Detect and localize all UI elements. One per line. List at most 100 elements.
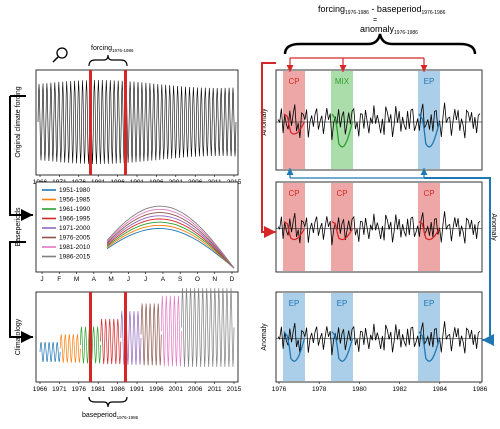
right-middle-ylabel: Anomaly — [490, 213, 497, 241]
top-brace — [283, 33, 477, 55]
legend-label: 1951-1980 — [59, 187, 90, 194]
xtick-label: A — [92, 276, 97, 283]
xtick-label: 1976 — [72, 386, 87, 393]
event-box — [331, 293, 353, 381]
legend-label: 1966-1995 — [59, 216, 90, 223]
event-box — [331, 183, 353, 271]
baseperiod-label: baseperiod1976-1986 — [82, 412, 139, 420]
forcing-series — [37, 79, 237, 165]
formula-forcing: forcing1976-1986 - baseperiod1976-1986 — [318, 4, 446, 16]
event-box — [418, 293, 440, 381]
event-box-label: EP — [289, 299, 300, 308]
left-middle-panel: 1951-1980 1956-1985 1961-1990 1966-1995 1971… — [15, 181, 239, 283]
baseperiod-curve — [106, 218, 235, 269]
baseperiod-curve — [106, 205, 235, 269]
forcing-end-bar — [124, 70, 127, 175]
climatology-segment — [100, 318, 122, 365]
xtick-label: 1980 — [352, 386, 367, 393]
xtick-label: F — [57, 276, 61, 283]
formula-anomaly: anomaly1976-1986 — [360, 24, 418, 36]
left-middle-ylabel: Baseperiods — [15, 207, 22, 246]
right-panels: CP MIX EP CP CP CP EP EP EP — [275, 69, 483, 383]
xtick-label: J — [127, 276, 130, 283]
xtick-label: 1986 — [473, 386, 488, 393]
magnifier-icon — [56, 47, 68, 59]
event-box — [331, 71, 353, 169]
event-box-label: EP — [424, 77, 435, 86]
climatology-segment — [160, 295, 182, 367]
event-series — [331, 331, 354, 363]
climatology-segment — [181, 288, 235, 367]
event-series — [283, 221, 305, 241]
baseperiod-curve — [106, 228, 235, 269]
xtick-label: 2015 — [227, 386, 242, 393]
event-series — [418, 331, 441, 363]
legend-label: 1971-2000 — [59, 225, 90, 232]
event-box-label: MIX — [335, 77, 350, 86]
xtick-label: 1984 — [433, 386, 448, 393]
event-box — [418, 183, 440, 271]
xtick-label: 1986 — [110, 386, 125, 393]
xtick-label: 1978 — [312, 386, 327, 393]
forcing-to-baseperiod-arrow — [9, 96, 33, 221]
xtick-label: O — [195, 276, 200, 283]
event-box-label: EP — [337, 299, 348, 308]
legend-label: 1961-1990 — [59, 206, 90, 213]
right-xticks: 1976 1978 1980 1982 1984 1986 — [272, 382, 488, 393]
event-series — [283, 113, 305, 135]
xtick-label: 1981 — [91, 386, 106, 393]
xtick-label: S — [178, 276, 183, 283]
magnifier-handle — [52, 56, 59, 63]
forcing-brace — [88, 54, 128, 67]
right-bottom-panel: EP EP EP — [275, 291, 483, 383]
event-box — [283, 183, 305, 271]
event-box — [283, 71, 305, 169]
climatology-segment — [39, 341, 61, 363]
event-box — [418, 71, 440, 169]
left-bottom-panel: 1966 1971 1976 1981 1986 1991 1996 2001 2006 2011… — [15, 288, 242, 420]
base-end-bar — [124, 292, 127, 382]
event-series — [283, 331, 306, 363]
xtick-label: A — [161, 276, 166, 283]
xtick-label: N — [212, 276, 217, 283]
right-bottom-ylabel: Anomaly — [261, 323, 268, 351]
climatology-segment — [140, 303, 162, 366]
legend-label: 1981-2010 — [59, 244, 90, 251]
event-box-label: EP — [424, 299, 435, 308]
forcing-label: forcing1976-1986 — [91, 45, 134, 53]
xtick-label: 2011 — [208, 386, 222, 393]
xtick-label: 1971 — [52, 386, 67, 393]
anomaly-series — [277, 211, 481, 246]
forcing-start-bar — [89, 70, 92, 175]
left-connectors — [9, 95, 33, 343]
event-box-label: CP — [336, 189, 347, 198]
event-series — [418, 221, 440, 241]
xtick-label: 1976 — [272, 386, 287, 393]
legend-label: 1986-2015 — [59, 254, 90, 261]
event-box-label: CP — [288, 77, 299, 86]
xtick-label: 1966 — [33, 386, 48, 393]
xtick-label: D — [230, 276, 235, 283]
base-start-bar — [89, 292, 92, 382]
xtick-label: M — [108, 276, 113, 283]
event-box — [283, 293, 305, 381]
baseperiod-curve — [106, 212, 235, 269]
right-connectors — [261, 57, 494, 346]
anomaly-series — [277, 102, 481, 141]
baseperiod-curve — [106, 221, 235, 269]
formula-equals: = — [373, 17, 377, 24]
left-bottom-xticks: 1966 1971 1976 1981 1986 1991 1996 2001 2006 2011… — [33, 382, 242, 393]
left-top-ylabel: Original climate forcing — [15, 86, 22, 157]
xtick-label: 1996 — [149, 386, 164, 393]
right-top-ylabel: Anomaly — [261, 108, 268, 136]
xtick-label: J — [40, 276, 43, 283]
left-top-panel: 1966197119761981198619911996200120062011… — [15, 45, 242, 186]
baseperiod-to-climatology-arrow — [9, 241, 33, 343]
xtick-label: 2001 — [169, 386, 184, 393]
baseperiod-brace — [88, 396, 128, 408]
event-series — [418, 113, 441, 148]
legend-label: 1956-1985 — [59, 197, 90, 204]
baseperiod-curve — [106, 215, 235, 269]
